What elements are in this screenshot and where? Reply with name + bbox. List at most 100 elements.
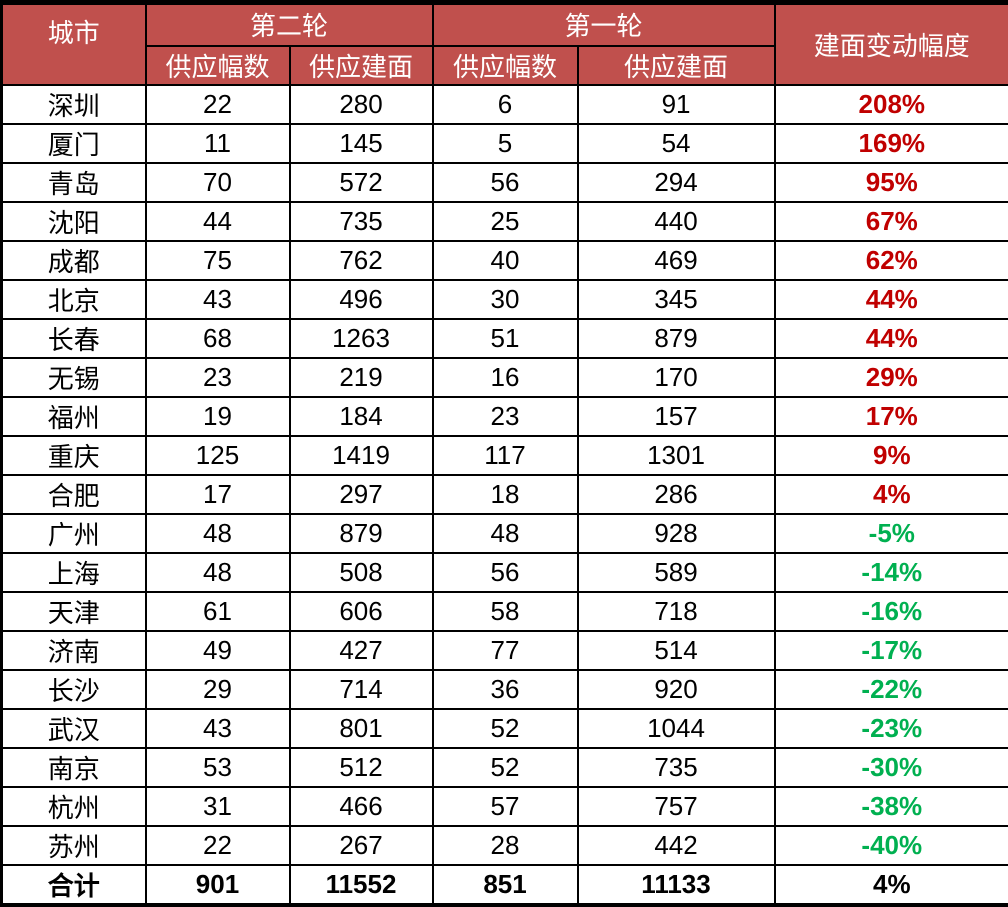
r2-area-cell: 11552 [290, 865, 433, 905]
r2-area-cell: 572 [290, 163, 433, 202]
r1-plots-cell: 58 [433, 592, 578, 631]
city-cell: 苏州 [2, 826, 146, 865]
r1-plots-cell: 18 [433, 475, 578, 514]
r1-area-cell: 294 [578, 163, 775, 202]
r1-area-cell: 718 [578, 592, 775, 631]
r1-area-cell: 345 [578, 280, 775, 319]
r2-plots-cell: 44 [146, 202, 290, 241]
r1-plots-cell: 851 [433, 865, 578, 905]
r1-plots-cell: 77 [433, 631, 578, 670]
r1-area-cell: 514 [578, 631, 775, 670]
r2-plots-cell: 53 [146, 748, 290, 787]
r2-plots-cell: 61 [146, 592, 290, 631]
city-cell: 深圳 [2, 85, 146, 124]
r2-plots-cell: 125 [146, 436, 290, 475]
header-round2: 第二轮 [146, 3, 433, 46]
city-cell: 北京 [2, 280, 146, 319]
r2-plots-cell: 901 [146, 865, 290, 905]
change-cell: -23% [775, 709, 1008, 748]
r2-area-cell: 297 [290, 475, 433, 514]
r2-area-cell: 1419 [290, 436, 433, 475]
r2-area-cell: 606 [290, 592, 433, 631]
r1-plots-cell: 52 [433, 748, 578, 787]
r1-plots-cell: 56 [433, 553, 578, 592]
city-cell: 合计 [2, 865, 146, 905]
r2-area-cell: 714 [290, 670, 433, 709]
r2-plots-cell: 68 [146, 319, 290, 358]
header-r1-plots: 供应幅数 [433, 46, 578, 85]
r1-area-cell: 469 [578, 241, 775, 280]
r2-plots-cell: 19 [146, 397, 290, 436]
r2-plots-cell: 29 [146, 670, 290, 709]
change-cell: -16% [775, 592, 1008, 631]
header-city: 城市 [2, 3, 146, 85]
city-cell: 长沙 [2, 670, 146, 709]
change-cell: 95% [775, 163, 1008, 202]
city-cell: 广州 [2, 514, 146, 553]
r2-plots-cell: 31 [146, 787, 290, 826]
r2-plots-cell: 48 [146, 514, 290, 553]
r1-plots-cell: 56 [433, 163, 578, 202]
city-cell: 天津 [2, 592, 146, 631]
r1-plots-cell: 51 [433, 319, 578, 358]
r2-plots-cell: 17 [146, 475, 290, 514]
city-cell: 福州 [2, 397, 146, 436]
header-r1-area: 供应建面 [578, 46, 775, 85]
r2-area-cell: 496 [290, 280, 433, 319]
r1-area-cell: 1301 [578, 436, 775, 475]
city-cell: 青岛 [2, 163, 146, 202]
change-cell: 17% [775, 397, 1008, 436]
r2-area-cell: 184 [290, 397, 433, 436]
city-cell: 武汉 [2, 709, 146, 748]
r1-area-cell: 735 [578, 748, 775, 787]
r1-area-cell: 589 [578, 553, 775, 592]
change-cell: -5% [775, 514, 1008, 553]
header-change: 建面变动幅度 [775, 3, 1008, 85]
r1-area-cell: 920 [578, 670, 775, 709]
r2-area-cell: 879 [290, 514, 433, 553]
r2-area-cell: 267 [290, 826, 433, 865]
header-r2-area: 供应建面 [290, 46, 433, 85]
r1-plots-cell: 40 [433, 241, 578, 280]
r2-plots-cell: 43 [146, 280, 290, 319]
change-cell: 4% [775, 865, 1008, 905]
r1-area-cell: 11133 [578, 865, 775, 905]
r1-plots-cell: 117 [433, 436, 578, 475]
r2-plots-cell: 22 [146, 826, 290, 865]
r1-area-cell: 928 [578, 514, 775, 553]
r1-plots-cell: 36 [433, 670, 578, 709]
change-cell: 44% [775, 319, 1008, 358]
change-cell: 169% [775, 124, 1008, 163]
r2-area-cell: 427 [290, 631, 433, 670]
change-cell: -38% [775, 787, 1008, 826]
change-cell: -40% [775, 826, 1008, 865]
city-cell: 长春 [2, 319, 146, 358]
r1-plots-cell: 57 [433, 787, 578, 826]
change-cell: -14% [775, 553, 1008, 592]
r1-area-cell: 170 [578, 358, 775, 397]
change-cell: 44% [775, 280, 1008, 319]
city-cell: 合肥 [2, 475, 146, 514]
city-cell: 杭州 [2, 787, 146, 826]
r1-area-cell: 286 [578, 475, 775, 514]
r2-plots-cell: 75 [146, 241, 290, 280]
r2-area-cell: 762 [290, 241, 433, 280]
r2-plots-cell: 11 [146, 124, 290, 163]
city-cell: 重庆 [2, 436, 146, 475]
r1-area-cell: 91 [578, 85, 775, 124]
r1-area-cell: 1044 [578, 709, 775, 748]
r1-area-cell: 54 [578, 124, 775, 163]
r2-area-cell: 466 [290, 787, 433, 826]
r1-plots-cell: 6 [433, 85, 578, 124]
change-cell: 208% [775, 85, 1008, 124]
